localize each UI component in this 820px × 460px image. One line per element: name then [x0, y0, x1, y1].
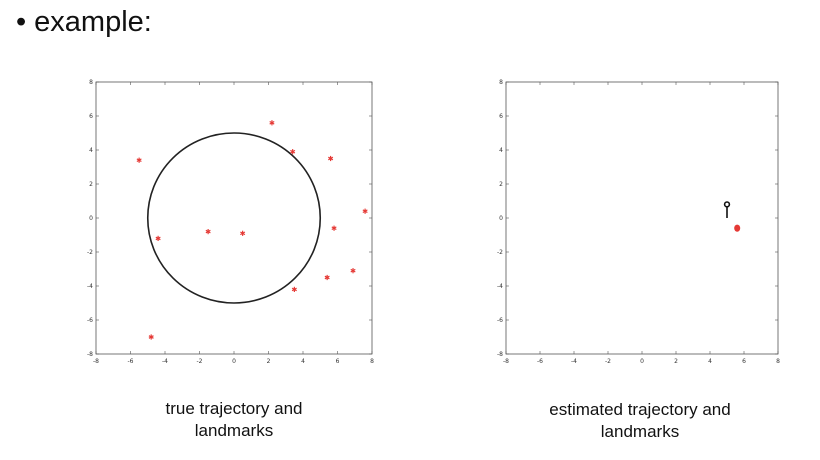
x-tick-label: -6: [128, 358, 134, 365]
x-tick-label: -4: [571, 358, 577, 365]
star-stroke: [362, 209, 368, 214]
y-tick-label: 4: [89, 147, 93, 154]
landmark-star: [205, 229, 211, 235]
landmark-star: [155, 235, 161, 241]
caption-line: true trajectory and: [165, 399, 303, 418]
x-tick-label: -2: [605, 358, 611, 365]
y-tick-label: -8: [497, 351, 503, 358]
y-tick-label: -2: [497, 249, 503, 256]
true-plot-caption: true trajectory and landmarks: [114, 398, 354, 442]
y-tick-label: 8: [499, 79, 503, 86]
landmark-star: [328, 155, 334, 162]
robot-position-marker: [723, 201, 731, 208]
true-trajectory-plot: -8 -6 -4 -2 0 2 4 6 8 8 6 4 2 0 -2 -4 -6 -8: [87, 79, 374, 365]
y-tick-label: -4: [87, 283, 93, 290]
x-tick-label: -8: [93, 358, 99, 365]
plot-frame: [95, 81, 373, 355]
slide-heading: • example:: [16, 2, 152, 42]
star-stroke: [269, 120, 275, 125]
x-tick-label: 8: [776, 358, 780, 365]
landmark-star: [331, 225, 337, 231]
estimated-plot-caption: estimated trajectory and landmarks: [520, 399, 760, 443]
landmark-star: [136, 157, 142, 163]
y-tick-label: 0: [89, 215, 93, 222]
star-stroke: [136, 158, 142, 163]
x-tick-label: 4: [708, 358, 712, 365]
star-stroke: [290, 149, 296, 154]
star-stroke: [291, 287, 297, 292]
star-stroke: [324, 275, 330, 280]
y-tick-label: 2: [499, 181, 503, 188]
caption-line: landmarks: [600, 422, 680, 441]
star-stroke: [331, 226, 337, 231]
caption-line: estimated trajectory and: [549, 400, 731, 419]
landmark-star: [350, 268, 356, 274]
x-tick-label: 0: [232, 358, 236, 365]
y-tick-label: -6: [497, 317, 503, 324]
landmark-star: [362, 208, 368, 214]
y-tick-label: 8: [89, 79, 93, 86]
landmark-star: [148, 334, 154, 340]
star-stroke: [240, 231, 246, 236]
landmark-star: [324, 274, 330, 281]
y-tick-label: -2: [87, 249, 93, 256]
x-tick-label: -2: [197, 358, 203, 365]
caption-line: landmarks: [194, 421, 274, 440]
heading-text: example:: [34, 6, 152, 38]
plot-frame: [505, 81, 779, 355]
x-tick-label: 2: [267, 358, 271, 365]
x-tick-label: 2: [674, 358, 678, 365]
x-tick-label: 4: [301, 358, 305, 365]
x-tick-label: 6: [742, 358, 746, 365]
star-stroke: [205, 229, 211, 234]
y-tick-label: 0: [499, 215, 503, 222]
star-stroke: [155, 236, 161, 241]
star-stroke: [328, 156, 334, 161]
estimated-trajectory-plot: -8 -6 -4 -2 0 2 4 6 8 8 6 4 2 0 -2 -4 -6 -8: [497, 79, 780, 365]
star-stroke: [148, 335, 154, 339]
y-tick-label: 6: [89, 113, 93, 120]
y-tick-label: -8: [87, 351, 93, 358]
x-tick-label: 8: [370, 358, 374, 365]
bullet-marker: •: [16, 6, 27, 38]
landmark-star: [269, 120, 275, 126]
x-tick-label: 6: [336, 358, 340, 365]
x-tick-label: -4: [162, 358, 168, 365]
landmark-star: [291, 286, 297, 292]
x-tick-label: -6: [537, 358, 543, 365]
y-tick-label: -4: [497, 283, 503, 290]
y-tick-label: 6: [499, 113, 503, 120]
x-tick-label: 0: [640, 358, 644, 365]
y-tick-label: 4: [499, 147, 503, 154]
landmark-star: [240, 230, 246, 236]
y-tick-label: -6: [87, 317, 93, 324]
landmark-star: [290, 149, 296, 155]
estimated-landmark: [734, 224, 741, 232]
true-trajectory-circle: [146, 132, 322, 304]
y-tick-label: 2: [89, 181, 93, 188]
star-stroke: [350, 268, 356, 273]
x-tick-label: -8: [503, 358, 509, 365]
